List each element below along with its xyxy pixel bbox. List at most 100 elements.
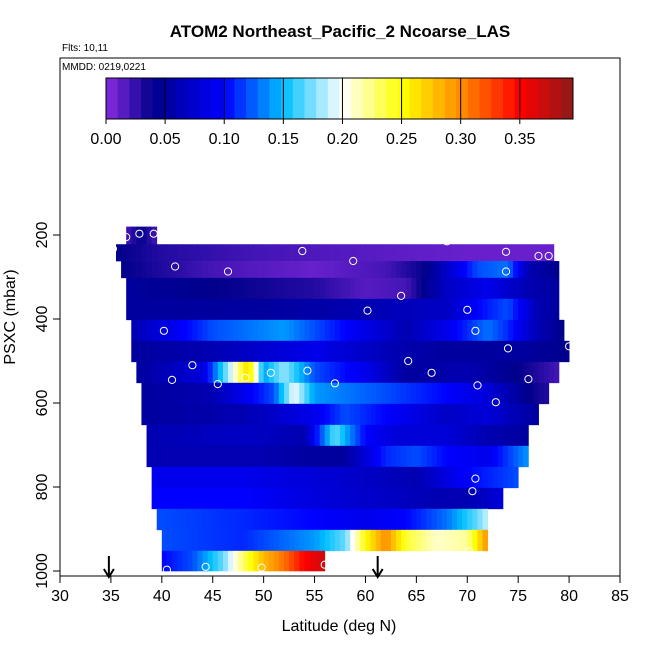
heatmap-cell xyxy=(172,340,178,363)
heatmap-cell xyxy=(324,508,331,531)
heatmap-cell xyxy=(177,340,183,363)
heatmap-cell xyxy=(365,508,371,531)
heatmap-cell xyxy=(161,298,168,321)
heatmap-cell xyxy=(121,261,127,279)
heatmap-cell xyxy=(319,424,326,447)
heatmap-cell xyxy=(309,550,315,572)
heatmap-cell xyxy=(253,529,259,552)
heatmap-cell xyxy=(182,445,188,468)
heatmap-cell xyxy=(228,424,234,447)
heatmap-cell xyxy=(263,319,270,342)
heatmap-cell xyxy=(166,424,173,447)
heatmap-cell xyxy=(177,382,183,405)
heatmap-cell xyxy=(396,298,402,321)
heatmap-cell xyxy=(436,244,443,262)
heatmap-cell xyxy=(258,529,265,552)
heatmap-cell xyxy=(340,261,346,279)
heatmap-cell xyxy=(518,361,524,384)
heatmap-cell xyxy=(411,529,417,552)
heatmap-cell xyxy=(416,529,422,552)
colorbar-swatch xyxy=(561,78,574,119)
heatmap-cell xyxy=(273,244,280,262)
colorbar-swatch xyxy=(409,78,422,119)
heatmap-cell xyxy=(538,361,545,384)
heatmap-cell xyxy=(294,319,300,342)
heatmap-cell xyxy=(472,424,478,447)
heatmap-cell xyxy=(426,403,433,426)
heatmap-cell xyxy=(457,298,463,321)
heatmap-cell xyxy=(207,508,214,531)
colorbar-frame xyxy=(105,77,574,120)
heatmap-cell xyxy=(166,445,173,468)
heatmap-cell xyxy=(553,319,560,342)
flight-marker-arrow xyxy=(371,556,384,579)
heatmap-cell xyxy=(360,403,366,426)
heatmap-cell xyxy=(523,382,529,405)
heatmap-cell xyxy=(294,424,300,447)
heatmap-cell xyxy=(477,261,483,279)
heatmap-cell xyxy=(131,244,137,262)
heatmap-cell xyxy=(202,550,209,572)
heatmap-cell xyxy=(416,261,422,279)
heatmap-cell xyxy=(334,487,341,510)
heatmap-cell xyxy=(228,550,234,572)
heatmap-layer xyxy=(116,226,570,572)
heatmap-cell xyxy=(431,382,438,405)
heatmap-cell xyxy=(177,466,183,489)
heatmap-cell xyxy=(258,445,265,468)
heatmap-cell xyxy=(396,403,402,426)
heatmap-cell xyxy=(207,319,214,342)
heatmap-cell xyxy=(477,244,483,262)
heatmap-cell xyxy=(462,529,468,552)
heatmap-cell xyxy=(508,298,514,321)
heatmap-cell xyxy=(329,445,336,468)
heatmap-cell xyxy=(182,466,188,489)
heatmap-cell xyxy=(187,424,193,447)
heatmap-cell xyxy=(350,529,356,552)
heatmap-cell xyxy=(477,319,483,342)
heatmap-band xyxy=(161,550,326,572)
heatmap-cell xyxy=(289,424,295,447)
heatmap-cell xyxy=(192,550,198,572)
heatmap-cell xyxy=(462,261,468,279)
heatmap-cell xyxy=(263,529,270,552)
heatmap-cell xyxy=(222,277,229,300)
heatmap-cell xyxy=(467,424,473,447)
sample-point xyxy=(442,237,451,246)
heatmap-cell xyxy=(350,424,356,447)
colorbar-swatch xyxy=(386,78,399,119)
heatmap-cell xyxy=(228,277,234,300)
heatmap-cell xyxy=(482,487,489,510)
heatmap-cell xyxy=(202,244,209,262)
heatmap-cell xyxy=(467,261,473,279)
heatmap-cell xyxy=(161,487,168,510)
colorbar-swatch xyxy=(129,78,142,119)
heatmap-cell xyxy=(411,466,417,489)
heatmap-cell xyxy=(238,298,244,321)
heatmap-cell xyxy=(492,298,499,321)
heatmap-cell xyxy=(289,298,295,321)
heatmap-cell xyxy=(146,403,153,426)
heatmap-cell xyxy=(340,340,346,363)
heatmap-cell xyxy=(396,424,402,447)
heatmap-cell xyxy=(523,298,529,321)
heatmap-cell xyxy=(192,466,198,489)
heatmap-cell xyxy=(548,340,555,363)
heatmap-cell xyxy=(217,550,224,572)
heatmap-cell xyxy=(441,508,448,531)
heatmap-cell xyxy=(309,403,315,426)
heatmap-cell xyxy=(192,319,198,342)
heatmap-cell xyxy=(268,298,275,321)
heatmap-cell xyxy=(161,424,168,447)
heatmap-cell xyxy=(421,424,427,447)
heatmap-cell xyxy=(497,298,504,321)
heatmap-cell xyxy=(309,445,315,468)
heatmap-cell xyxy=(248,244,254,262)
plot-frame xyxy=(59,57,621,577)
heatmap-cell xyxy=(304,466,310,489)
heatmap-cell xyxy=(228,445,234,468)
heatmap-cell xyxy=(508,244,514,262)
heatmap-cell xyxy=(355,529,361,552)
heatmap-cell xyxy=(482,424,489,447)
heatmap-cell xyxy=(228,340,234,363)
